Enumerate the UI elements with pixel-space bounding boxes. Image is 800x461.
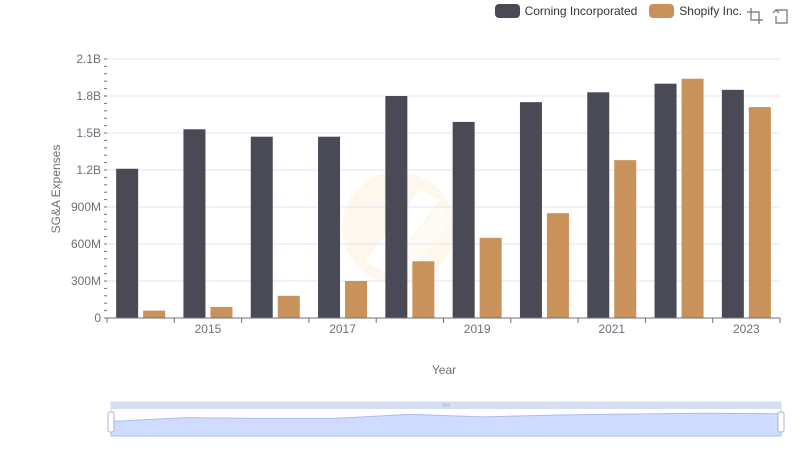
bar-shopify-2019[interactable] bbox=[479, 237, 502, 318]
bar-shopify-2015[interactable] bbox=[210, 306, 233, 318]
restore-icon[interactable] bbox=[772, 7, 790, 25]
bar-corning-2016[interactable] bbox=[250, 136, 273, 318]
zoom-icon[interactable] bbox=[746, 7, 764, 25]
bar-shopify-2023[interactable] bbox=[748, 107, 771, 318]
bar-corning-2018[interactable] bbox=[385, 96, 408, 318]
legend: Corning Incorporated Shopify Inc. bbox=[483, 4, 742, 18]
bar-corning-2019[interactable] bbox=[452, 121, 475, 319]
bar-shopify-2022[interactable] bbox=[681, 78, 704, 318]
datazoom-move-handle[interactable] bbox=[442, 403, 450, 407]
y-tick-label: 1.8B bbox=[76, 89, 101, 103]
bar-shopify-2017[interactable] bbox=[345, 281, 368, 318]
y-tick-label: 1.5B bbox=[76, 126, 101, 140]
bar-corning-2022[interactable] bbox=[654, 83, 677, 319]
x-tick-label: 2017 bbox=[329, 322, 356, 336]
legend-label-corning: Corning Incorporated bbox=[524, 4, 638, 18]
datazoom-handle-left[interactable] bbox=[107, 411, 115, 433]
x-tick-label: 2019 bbox=[464, 322, 491, 336]
toolbox bbox=[738, 7, 790, 25]
y-tick-label: 600M bbox=[71, 237, 101, 251]
y-tick-label: 2.1B bbox=[76, 52, 101, 66]
bar-shopify-2018[interactable] bbox=[412, 261, 435, 318]
bar-corning-2020[interactable] bbox=[519, 102, 542, 319]
y-tick-label: 0 bbox=[94, 311, 101, 325]
datazoom-slider[interactable] bbox=[107, 401, 785, 437]
legend-swatch-corning bbox=[494, 4, 520, 18]
bar-shopify-2016[interactable] bbox=[277, 295, 300, 318]
x-axis-title: Year bbox=[432, 363, 456, 377]
bar-corning-2017[interactable] bbox=[318, 136, 341, 318]
x-tick-label: 2021 bbox=[598, 322, 625, 336]
x-tick-label: 2015 bbox=[195, 322, 222, 336]
x-tick-label: 2023 bbox=[733, 322, 760, 336]
y-axis-title: SG&A Expenses bbox=[49, 145, 63, 234]
legend-item-corning[interactable]: Corning Incorporated bbox=[494, 4, 638, 18]
y-tick-label: 300M bbox=[71, 274, 101, 288]
legend-swatch-shopify bbox=[649, 4, 675, 18]
datazoom-preview-area bbox=[110, 412, 782, 437]
y-tick-label: 1.2B bbox=[76, 163, 101, 177]
bar-corning-2015[interactable] bbox=[183, 129, 206, 318]
bar-corning-2014[interactable] bbox=[116, 168, 139, 318]
datazoom-handle-right[interactable] bbox=[777, 411, 785, 433]
y-tick-label: 900M bbox=[71, 200, 101, 214]
bar-shopify-2021[interactable] bbox=[614, 160, 637, 318]
bar-shopify-2014[interactable] bbox=[143, 310, 166, 318]
bar-shopify-2020[interactable] bbox=[546, 213, 569, 318]
legend-label-shopify: Shopify Inc. bbox=[679, 4, 742, 18]
bar-corning-2021[interactable] bbox=[587, 92, 610, 318]
bar-corning-2023[interactable] bbox=[721, 89, 744, 318]
legend-item-shopify[interactable]: Shopify Inc. bbox=[649, 4, 742, 18]
